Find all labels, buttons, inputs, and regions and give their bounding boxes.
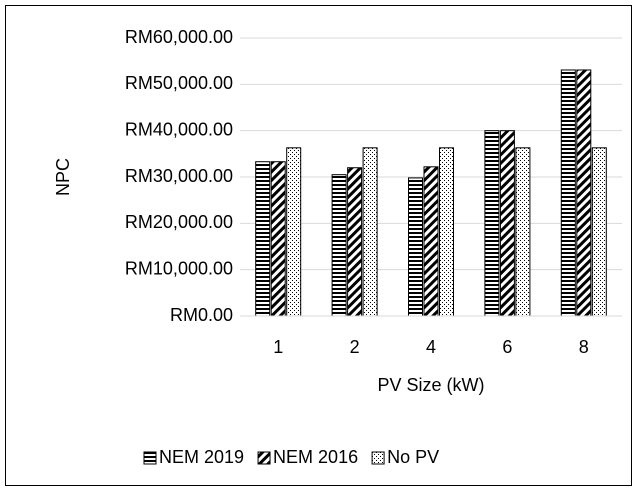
y-tick-label: RM20,000.00 [125, 212, 233, 232]
y-tick-label: RM30,000.00 [125, 166, 233, 186]
x-tick-label: 4 [426, 337, 436, 357]
y-axis-title: NPC [53, 158, 73, 196]
x-axis-title: PV Size (kW) [377, 375, 484, 395]
y-tick-label: RM0.00 [170, 305, 233, 325]
legend-swatch [143, 451, 157, 465]
y-tick-label: RM50,000.00 [125, 73, 233, 93]
bar [423, 166, 439, 317]
legend-swatch [371, 451, 385, 465]
legend-swatch [257, 451, 271, 465]
bar [560, 69, 576, 317]
bar [439, 147, 454, 317]
x-tick-label: 1 [273, 337, 283, 357]
bar [591, 147, 607, 317]
bar [576, 69, 592, 317]
x-tick-label: 6 [502, 337, 512, 357]
bar [286, 147, 302, 317]
y-tick-label: RM40,000.00 [125, 119, 233, 139]
bar [484, 130, 500, 317]
legend-label: No PV [387, 447, 439, 467]
bar [270, 161, 286, 317]
bar [331, 174, 347, 317]
bar [515, 147, 531, 317]
y-tick-label: RM60,000.00 [125, 27, 233, 47]
legend-label: NEM 2016 [273, 447, 358, 467]
bar [362, 147, 378, 317]
x-tick-label: 8 [579, 337, 589, 357]
legend-label: NEM 2019 [159, 447, 244, 467]
bar [499, 130, 515, 317]
x-tick-label: 2 [350, 337, 360, 357]
bar [347, 167, 363, 317]
y-tick-label: RM10,000.00 [125, 258, 233, 278]
bar [408, 177, 423, 317]
bar [255, 161, 271, 317]
chart-border [5, 5, 632, 486]
